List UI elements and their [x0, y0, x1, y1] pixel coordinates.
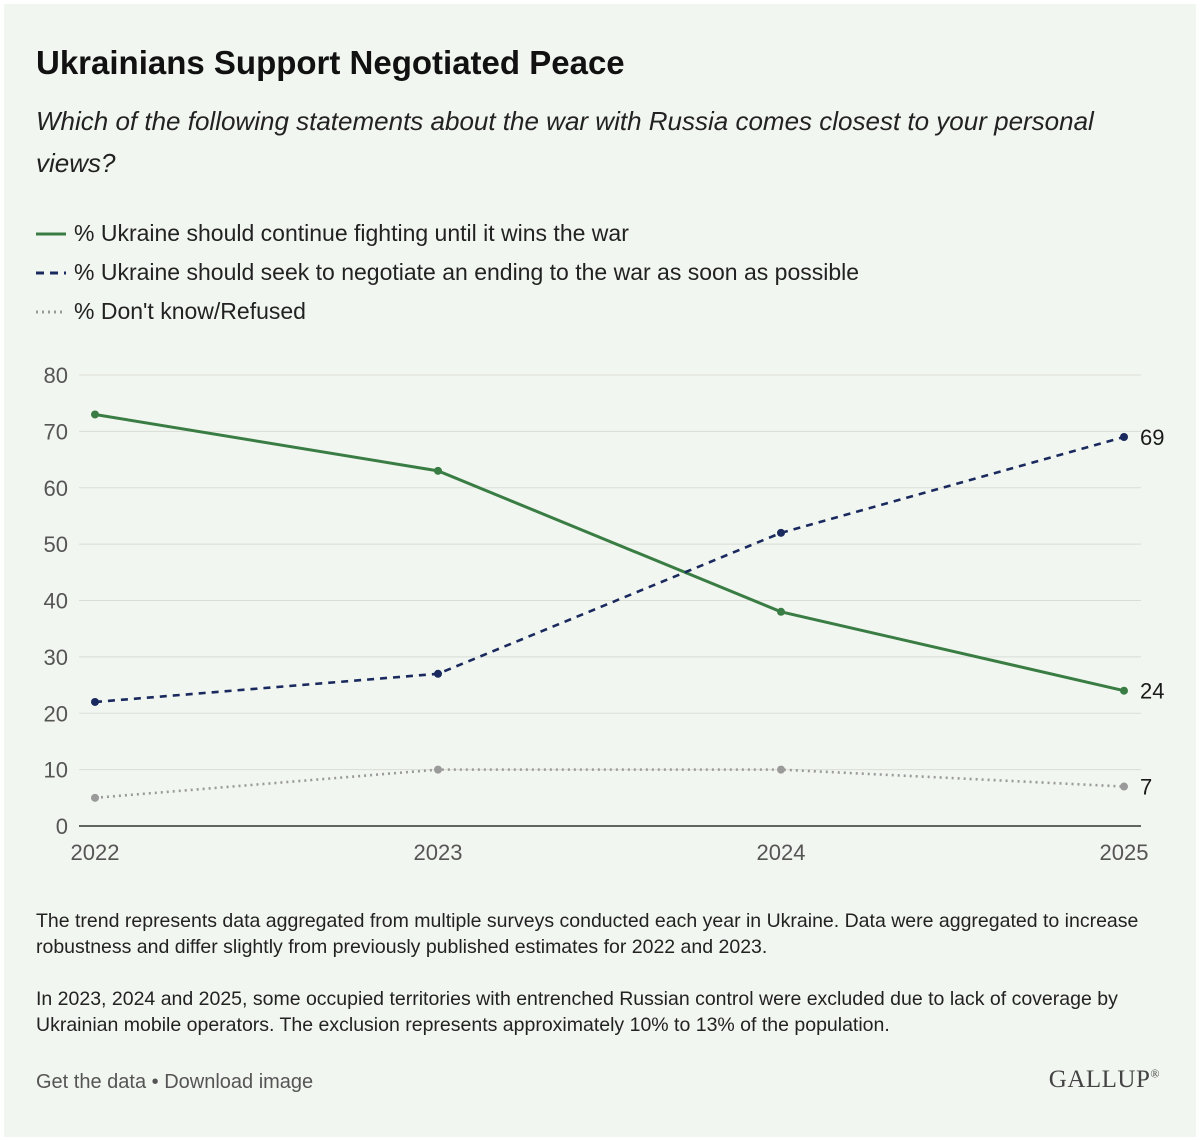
series-1-point-2024 [777, 528, 785, 537]
series-2-point-2025 [1120, 782, 1128, 791]
series-0-end-label: 24 [1140, 679, 1164, 704]
registered-mark: ® [1150, 1066, 1160, 1081]
legend-label-dont-know: % Don't know/Refused [74, 298, 306, 324]
y-tick-label-40: 40 [44, 589, 68, 614]
download-image-link[interactable]: Download image [164, 1071, 314, 1093]
legend-swatch-dotted [36, 310, 66, 313]
y-tick-label-60: 60 [44, 476, 68, 501]
y-tick-label-20: 20 [44, 701, 68, 726]
link-separator: • [146, 1071, 165, 1093]
series-1-point-2023 [434, 669, 442, 678]
series-2-end-label: 7 [1140, 775, 1152, 800]
series-line-2 [94, 768, 1125, 800]
footnote-exclusion: In 2023, 2024 and 2025, some occupied te… [36, 988, 1118, 1036]
legend-item-dont-know: % Don't know/Refused [36, 292, 859, 331]
y-tick-label-70: 70 [44, 419, 68, 444]
legend-item-fight: % Ukraine should continue fighting until… [36, 214, 859, 253]
series-0-point-2022 [91, 410, 99, 419]
series-0-point-2024 [777, 607, 785, 616]
legend-swatch-solid [36, 232, 66, 235]
chart-card: Ukrainians Support Negotiated Peace Whic… [4, 4, 1196, 1137]
series-2-point-2023 [434, 765, 442, 774]
series-line-0 [94, 412, 1125, 693]
chart-subtitle: Which of the following statements about … [36, 106, 1094, 178]
line-chart: 0 10 20 30 40 50 60 70 80 2022 2023 2024 2025 24 69 7 [44, 363, 1165, 865]
y-tick-label-30: 30 [44, 645, 68, 670]
y-tick-label-50: 50 [44, 532, 68, 557]
series-2-point-2022 [91, 793, 99, 802]
series-0-point-2025 [1120, 686, 1128, 695]
y-tick-label-0: 0 [56, 814, 68, 839]
legend-swatch-dashed [36, 271, 66, 274]
y-tick-label-10: 10 [44, 758, 68, 783]
gallup-logo: GALLUP® [1049, 1066, 1160, 1094]
x-tick-label-2024: 2024 [757, 840, 806, 865]
series-1-point-2022 [91, 697, 99, 706]
series-1-end-label: 69 [1140, 425, 1164, 450]
x-tick-label-2023: 2023 [414, 840, 463, 865]
legend-label-negotiate: % Ukraine should seek to negotiate an en… [74, 259, 860, 285]
footer-links: Get the data • Download image [36, 1071, 313, 1094]
legend: % Ukraine should continue fighting until… [36, 214, 859, 331]
x-tick-label-2022: 2022 [71, 840, 120, 865]
chart-title: Ukrainians Support Negotiated Peace [36, 44, 625, 81]
series-1-point-2025 [1120, 433, 1128, 442]
legend-label-fight: % Ukraine should continue fighting until… [74, 220, 629, 246]
x-tick-label-2025: 2025 [1100, 840, 1149, 865]
footnote-aggregation: The trend represents data aggregated fro… [36, 910, 1139, 958]
logo-text: GALLUP [1048, 1066, 1151, 1093]
legend-item-negotiate: % Ukraine should seek to negotiate an en… [36, 253, 859, 292]
series-0-point-2023 [434, 466, 442, 475]
y-tick-label-80: 80 [44, 363, 68, 388]
series-line-1 [94, 435, 1125, 704]
get-data-link[interactable]: Get the data [36, 1071, 147, 1093]
series-2-point-2024 [777, 765, 785, 774]
